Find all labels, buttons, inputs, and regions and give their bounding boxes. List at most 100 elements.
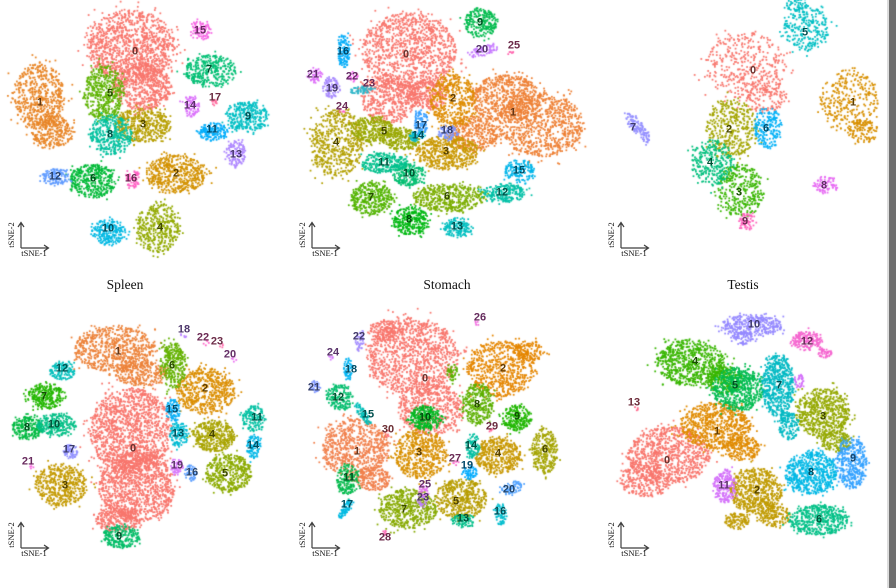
cluster-label-top-left-6: 6 (89, 172, 97, 185)
cluster-label-top-right-4: 4 (706, 156, 714, 169)
cluster-label-testis-11: 11 (718, 479, 730, 492)
cluster-label-stomach-23: 23 (416, 491, 430, 504)
cluster-label-stomach-18: 18 (344, 363, 358, 376)
cluster-label-spleen-20: 20 (223, 348, 237, 361)
scrollbar[interactable] (889, 0, 896, 588)
x-axis-label: tSNE-1 (312, 548, 338, 558)
cluster-label-top-middle-8: 8 (405, 213, 413, 226)
cluster-label-stomach-22: 22 (352, 330, 366, 343)
cluster-label-stomach-20: 20 (502, 483, 516, 496)
cluster-label-stomach-4: 4 (494, 447, 502, 460)
cluster-label-top-middle-2: 2 (449, 92, 457, 105)
cluster-label-top-left-16: 16 (124, 172, 138, 185)
cluster-label-top-left-8: 8 (106, 128, 114, 141)
axis-indicator-stomach: tSNE-1 tSNE-2 (294, 520, 354, 562)
cluster-label-top-middle-12: 12 (495, 186, 509, 199)
cluster-label-top-left-2: 2 (172, 167, 180, 180)
cluster-label-spleen-10: 10 (47, 418, 61, 431)
cluster-label-stomach-6: 6 (541, 443, 549, 456)
cluster-label-spleen-16: 16 (185, 466, 199, 479)
cluster-label-stomach-27: 27 (448, 452, 462, 465)
axis-indicator-spleen: tSNE-1 tSNE-2 (3, 520, 63, 562)
cluster-label-stomach-8: 8 (473, 398, 481, 411)
cluster-label-top-middle-4: 4 (332, 136, 340, 149)
y-axis-label: tSNE-2 (297, 522, 307, 548)
cluster-label-spleen-12: 12 (55, 362, 69, 375)
cluster-label-stomach-19: 19 (460, 459, 474, 472)
cluster-label-top-left-3: 3 (139, 118, 147, 131)
cluster-label-spleen-8: 8 (23, 421, 31, 434)
cluster-label-spleen-18: 18 (177, 323, 191, 336)
cluster-label-stomach-10: 10 (418, 411, 432, 424)
cluster-label-top-left-14: 14 (183, 99, 197, 112)
cluster-label-testis-6: 6 (815, 513, 823, 526)
cluster-label-stomach-5: 5 (452, 495, 460, 508)
cluster-label-stomach-1: 1 (353, 445, 361, 458)
axis-indicator-top-right: tSNE-1 tSNE-2 (603, 220, 663, 262)
cluster-label-top-middle-16: 16 (336, 45, 350, 58)
cluster-label-top-middle-1: 1 (509, 106, 517, 119)
cluster-label-testis-8: 8 (807, 466, 815, 479)
cluster-label-top-middle-11: 11 (378, 156, 390, 169)
cluster-label-top-middle-25: 25 (507, 39, 521, 52)
cluster-label-spleen-0: 0 (129, 442, 137, 455)
cluster-label-testis-1: 1 (713, 425, 721, 438)
cluster-label-spleen-21: 21 (21, 455, 35, 468)
cluster-label-stomach-25: 25 (418, 478, 432, 491)
cluster-label-top-left-9: 9 (244, 110, 252, 123)
x-axis-label: tSNE-1 (621, 248, 647, 258)
cluster-label-stomach-16: 16 (493, 505, 507, 518)
cluster-label-stomach-30: 30 (381, 423, 395, 436)
cluster-label-spleen-22: 22 (196, 331, 210, 344)
cluster-label-spleen-15: 15 (165, 403, 179, 416)
cluster-label-top-right-6: 6 (762, 122, 770, 135)
cluster-label-testis-12: 12 (800, 335, 814, 348)
cluster-label-stomach-24: 24 (326, 346, 340, 359)
cluster-label-top-middle-0: 0 (402, 48, 410, 61)
panel-title-spleen: Spleen (106, 277, 144, 292)
cluster-label-stomach-11: 11 (343, 471, 355, 484)
x-axis-label: tSNE-1 (21, 248, 47, 258)
cluster-label-top-middle-22: 22 (345, 70, 359, 83)
axis-arrows (308, 221, 341, 252)
cluster-label-top-right-9: 9 (741, 215, 749, 228)
window-edge-line (887, 0, 889, 588)
cluster-label-top-left-12: 12 (48, 170, 62, 183)
cluster-label-top-middle-19: 19 (325, 82, 339, 95)
cluster-label-top-left-0: 0 (131, 45, 139, 58)
y-axis-label: tSNE-2 (6, 222, 16, 248)
cluster-label-top-middle-17: 17 (414, 119, 428, 132)
cluster-label-top-middle-9: 9 (476, 16, 484, 29)
axis-indicator-testis: tSNE-1 tSNE-2 (603, 520, 663, 562)
cluster-label-stomach-3: 3 (415, 446, 423, 459)
cluster-label-top-middle-23: 23 (362, 77, 376, 90)
cluster-label-testis-13: 13 (627, 396, 641, 409)
axis-arrows (17, 521, 50, 552)
cluster-label-top-middle-5: 5 (380, 125, 388, 138)
cluster-label-spleen-7: 7 (40, 390, 48, 403)
cluster-label-spleen-19: 19 (170, 459, 184, 472)
y-axis-label: tSNE-2 (297, 222, 307, 248)
cluster-label-top-middle-10: 10 (402, 167, 416, 180)
cluster-label-spleen-11: 11 (251, 411, 263, 424)
cluster-label-top-left-7: 7 (205, 63, 213, 76)
cluster-label-top-left-4: 4 (156, 221, 164, 234)
cluster-label-spleen-6: 6 (168, 359, 176, 372)
cluster-label-spleen-4: 4 (208, 428, 216, 441)
cluster-label-stomach-13: 13 (456, 512, 470, 525)
cluster-label-testis-4: 4 (691, 355, 699, 368)
cluster-label-top-right-1: 1 (849, 96, 857, 109)
cluster-label-top-middle-21: 21 (306, 68, 320, 81)
y-axis-label: tSNE-2 (6, 522, 16, 548)
axis-arrows (308, 521, 341, 552)
cluster-label-spleen-17: 17 (62, 443, 76, 456)
cluster-label-stomach-14: 14 (464, 439, 478, 452)
cluster-label-spleen-9: 9 (115, 530, 123, 543)
cluster-label-stomach-28: 28 (378, 531, 392, 544)
cluster-label-stomach-9: 9 (513, 410, 521, 423)
axis-indicator-top-middle: tSNE-1 tSNE-2 (294, 220, 354, 262)
cluster-label-top-middle-3: 3 (442, 145, 450, 158)
axis-indicator-top-left: tSNE-1 tSNE-2 (3, 220, 63, 262)
x-axis-label: tSNE-1 (21, 548, 47, 558)
